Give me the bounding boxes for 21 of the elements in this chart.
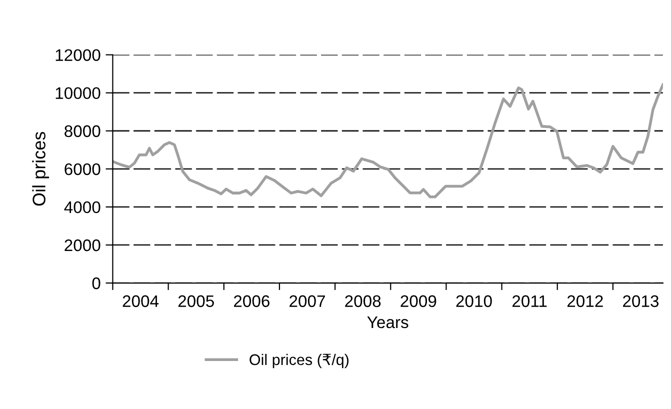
x-tick-label: 2005 bbox=[178, 295, 214, 308]
x-tick-label: 2008 bbox=[345, 295, 381, 308]
x-tick-label: 2011 bbox=[512, 295, 547, 308]
x-tick-label: 2012 bbox=[567, 295, 603, 308]
legend-label: Oil prices (₹/q) bbox=[250, 354, 349, 368]
y-tick-label: 10000 bbox=[56, 87, 100, 100]
y-tick-label: 2000 bbox=[64, 239, 100, 252]
x-tick-label: 2010 bbox=[456, 295, 492, 308]
x-tick-label: 2004 bbox=[122, 295, 159, 308]
x-axis-title: Years bbox=[367, 316, 408, 328]
y-tick-label: 12000 bbox=[56, 49, 100, 62]
x-tick-label: 2006 bbox=[234, 295, 270, 308]
y-tick-label: 8000 bbox=[64, 125, 100, 138]
x-tick-label: 2009 bbox=[400, 295, 436, 308]
line-series bbox=[112, 83, 663, 198]
y-tick-label: 0 bbox=[92, 277, 100, 290]
y-tick-label: 6000 bbox=[64, 163, 100, 176]
y-tick-label: 4000 bbox=[64, 201, 100, 214]
x-tick-label: 2007 bbox=[290, 295, 325, 308]
y-axis-title: Oil prices bbox=[32, 132, 50, 206]
x-tick-label: 2013 bbox=[623, 295, 659, 308]
